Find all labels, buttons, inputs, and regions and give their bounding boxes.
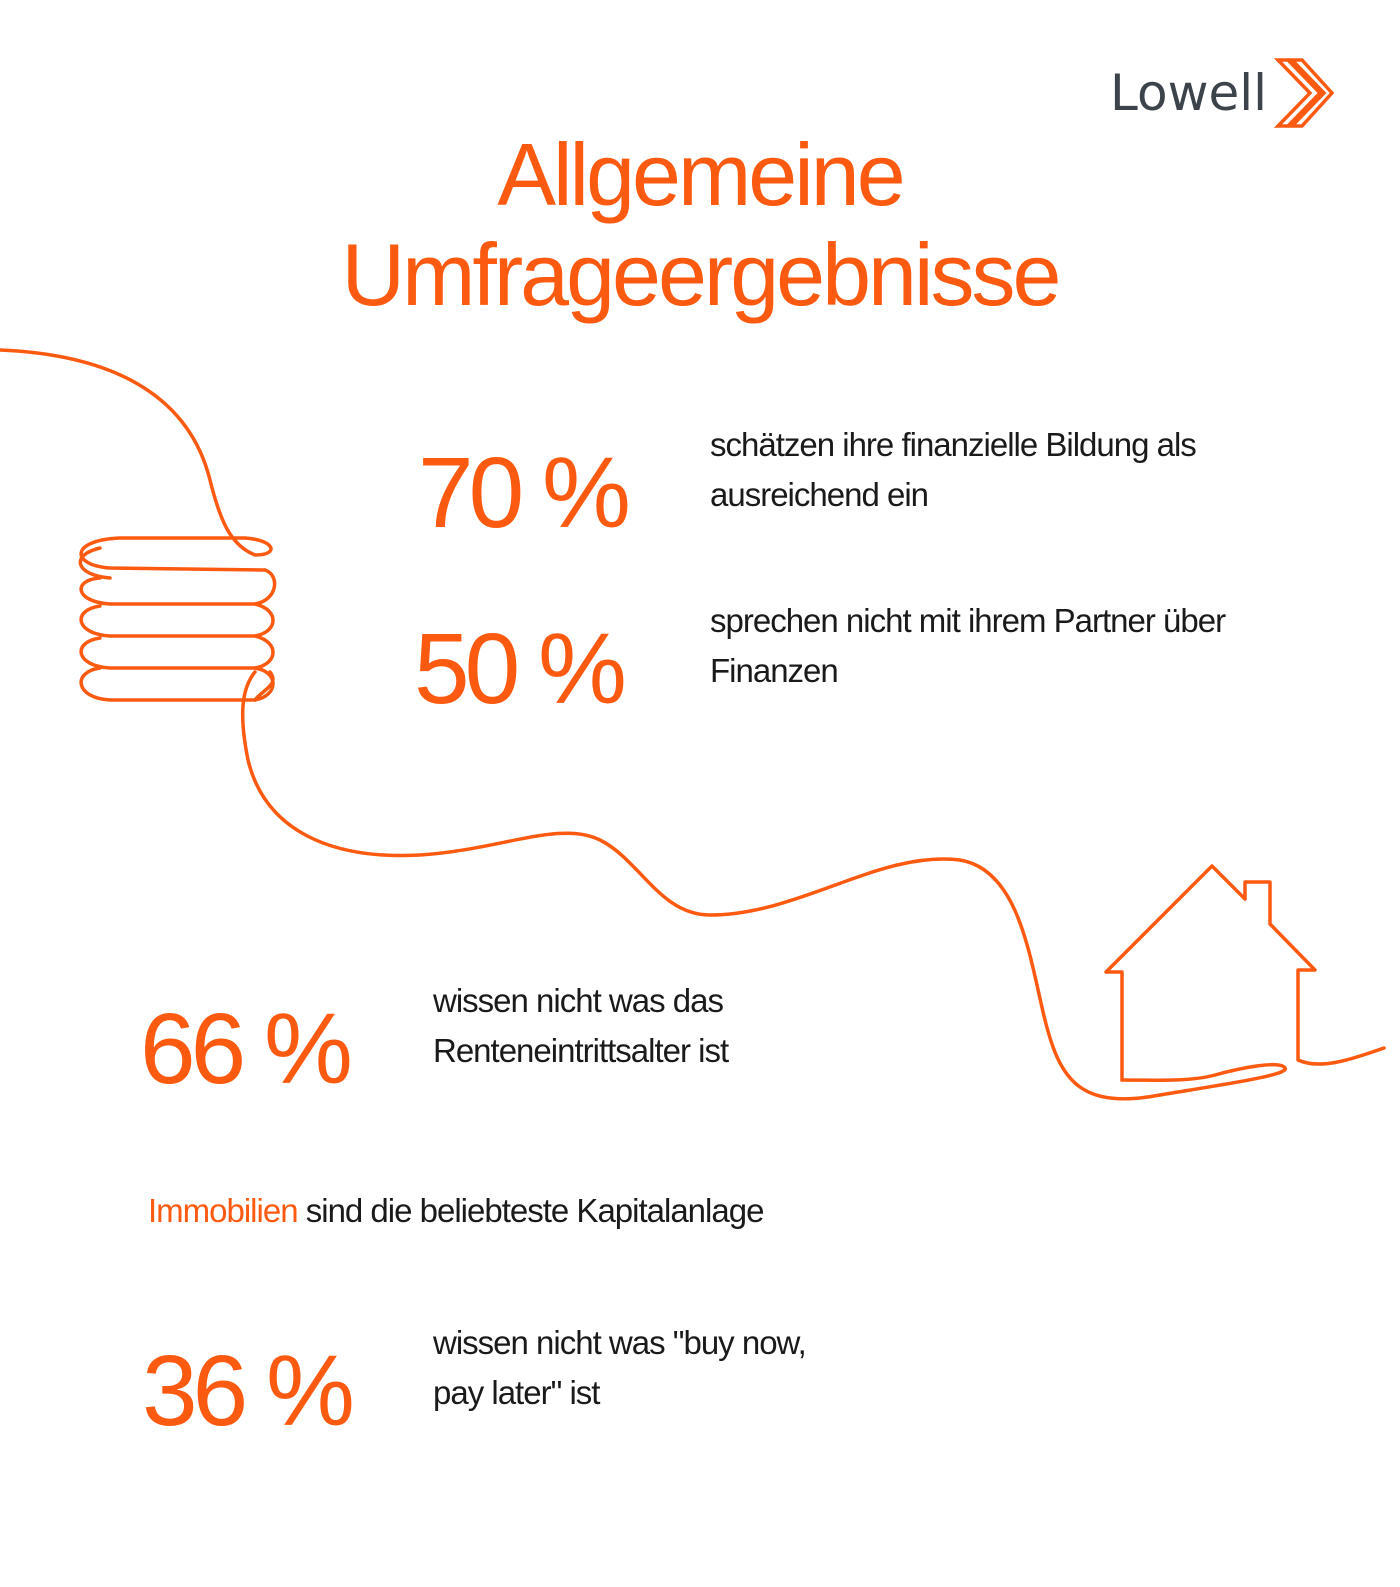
double-chevron-right-icon [1273, 58, 1334, 128]
stat-percent-3: 66 % [140, 993, 353, 1105]
coin-stack-icon [78, 546, 277, 702]
stat-percent-2: 50 % [414, 613, 627, 725]
stat-description-2: sprechen nicht mit ihrem Partner über Fi… [710, 596, 1226, 696]
highlight-word: Immobilien [148, 1192, 299, 1229]
stat-description-3-line2: Renteneintrittsalter ist [433, 1032, 729, 1069]
stat-description-1: schätzen ihre finanzielle Bildung als au… [710, 420, 1197, 520]
stat-percent-4: 36 % [142, 1335, 355, 1447]
stat-description-1-line1: schätzen ihre finanzielle Bildung als [710, 426, 1197, 463]
page-title-line2: Umfrageergebnisse [341, 225, 1062, 324]
stat-description-3-line1: wissen nicht was das [433, 982, 724, 1019]
stat-description-4-line1: wissen nicht was "buy now, [433, 1324, 807, 1361]
brand-logo: Lowell [1110, 56, 1340, 130]
stat-description-3: wissen nicht was das Renteneintrittsalte… [433, 976, 729, 1076]
stat-description-2-line2: Finanzen [710, 652, 839, 689]
wire-top [0, 348, 273, 572]
brand-name: Lowell [1110, 64, 1268, 122]
highlight-sentence: Immobilien sind die beliebteste Kapitala… [148, 1186, 765, 1236]
stat-description-4-line2: pay later" ist [433, 1374, 600, 1411]
stat-description-2-line1: sprechen nicht mit ihrem Partner über [710, 602, 1226, 639]
page-title-line1: Allgemeine [497, 125, 905, 224]
wire-middle [240, 670, 1287, 1101]
stat-percent-1: 70 % [418, 437, 631, 549]
stat-description-4: wissen nicht was "buy now, pay later" is… [433, 1318, 807, 1418]
page-title: Allgemeine Umfrageergebnisse [0, 125, 1400, 325]
house-icon [1104, 864, 1386, 1082]
stat-description-1-line2: ausreichend ein [710, 476, 929, 513]
highlight-sentence-rest: sind die beliebteste Kapitalanlage [297, 1192, 765, 1229]
